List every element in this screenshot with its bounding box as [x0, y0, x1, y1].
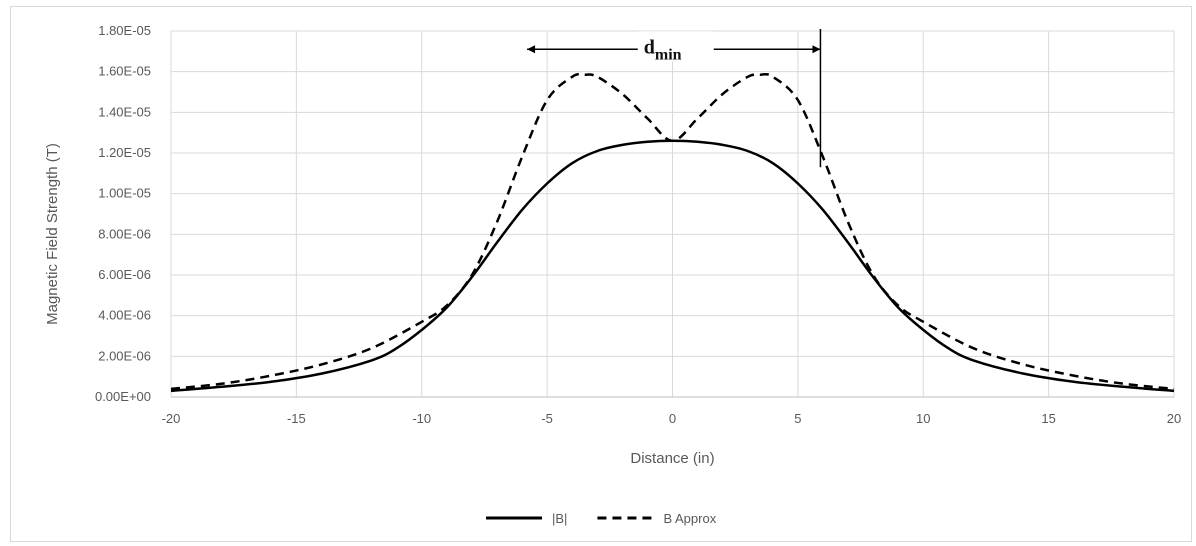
- y-tick-label: 0.00E+00: [95, 389, 151, 404]
- chart: 0.00E+00 2.00E-06 4.00E-06 6.00E-06 8.00E-06…: [44, 23, 1182, 526]
- y-tick-label: 8.00E-06: [98, 226, 151, 241]
- x-axis-title: Distance (in): [630, 450, 714, 467]
- y-tick-label: 1.20E-05: [98, 145, 151, 160]
- annotations: dmin: [527, 28, 822, 168]
- dmin-label: dmin: [644, 36, 682, 63]
- legend-label-1: B Approx: [663, 511, 716, 526]
- x-tick-labels: -20 -15 -10 -5 0 5 10 15 20: [162, 411, 1182, 426]
- y-axis-title: Magnetic Field Strength (T): [44, 143, 61, 325]
- y-tick-label: 6.00E-06: [98, 267, 151, 282]
- x-tick-label: -5: [541, 411, 553, 426]
- dmin-label-main: d: [644, 36, 655, 58]
- chart-frame: 0.00E+00 2.00E-06 4.00E-06 6.00E-06 8.00E-06…: [10, 6, 1192, 542]
- series-lines: [170, 72, 1175, 393]
- x-tick-label: 5: [794, 411, 801, 426]
- y-tick-labels: 0.00E+00 2.00E-06 4.00E-06 6.00E-06 8.00E-06…: [95, 23, 151, 404]
- x-tick-label: 0: [669, 411, 676, 426]
- x-tick-label: -10: [412, 411, 431, 426]
- x-tick-label: 10: [916, 411, 930, 426]
- y-tick-label: 1.00E-05: [98, 186, 151, 201]
- x-tick-label: 15: [1041, 411, 1055, 426]
- dmin-arrowhead-left: [527, 45, 536, 54]
- dmin-arrowhead-right: [812, 45, 821, 54]
- y-tick-label: 1.80E-05: [98, 23, 151, 38]
- x-tick-label: -15: [287, 411, 306, 426]
- y-tick-label: 2.00E-06: [98, 348, 151, 363]
- x-tick-label: 20: [1167, 411, 1181, 426]
- series-line-1: [170, 72, 1175, 391]
- gridlines: [170, 30, 1175, 398]
- dmin-label-bg: [637, 31, 714, 62]
- legend: |B| B Approx: [486, 511, 717, 526]
- legend-label-0: |B|: [552, 511, 567, 526]
- dmin-label-sub: min: [655, 46, 682, 63]
- y-tick-label: 1.40E-05: [98, 104, 151, 119]
- y-tick-label: 4.00E-06: [98, 308, 151, 323]
- y-tick-label: 1.60E-05: [98, 64, 151, 79]
- x-tick-label: -20: [162, 411, 181, 426]
